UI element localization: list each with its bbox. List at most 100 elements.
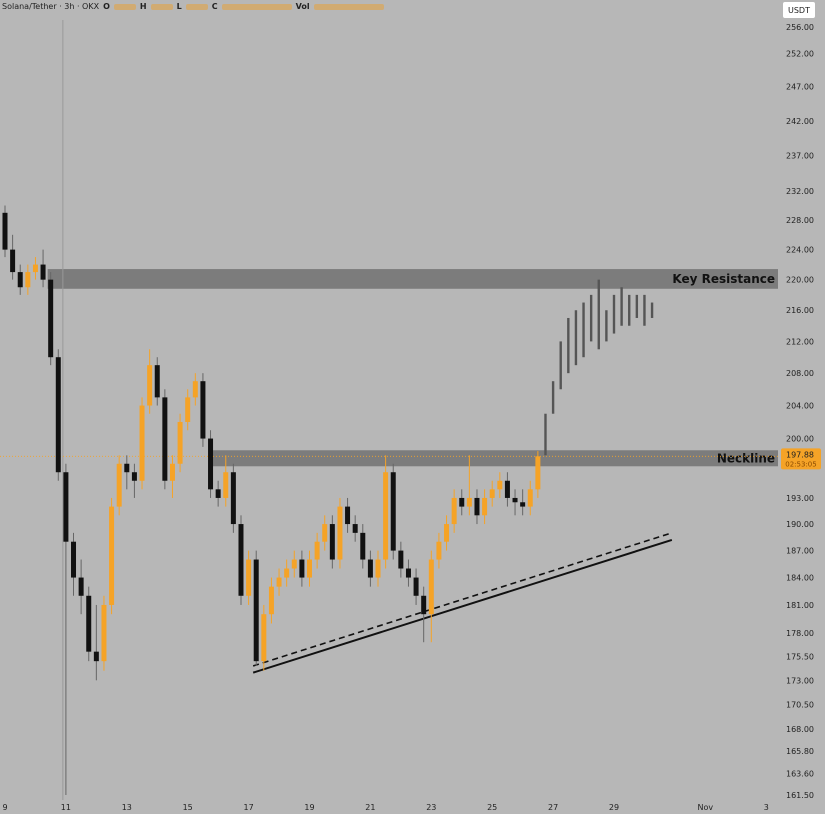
y-tick-label: 256.00	[786, 23, 814, 32]
candle-body	[314, 541, 320, 560]
candle-body	[284, 568, 290, 578]
y-tick-label: 204.00	[786, 402, 814, 411]
candle-body	[345, 506, 351, 525]
candle-body	[535, 456, 541, 490]
candle-body	[55, 357, 61, 473]
high-value	[150, 3, 173, 10]
candle-body	[261, 614, 267, 662]
projection-bar	[650, 302, 654, 318]
y-tick-label: 190.00	[786, 520, 814, 529]
y-tick-label: 165.80	[786, 747, 814, 756]
candle-body	[307, 559, 312, 578]
projection-bar	[574, 310, 578, 366]
x-tick-label: 15	[183, 803, 193, 812]
close-label: C	[211, 2, 218, 11]
y-tick-label: 161.50	[786, 791, 814, 800]
projection-bar	[597, 279, 600, 350]
y-tick-label: 184.00	[786, 574, 814, 583]
currency-badge	[783, 2, 815, 18]
x-tick-label: 13	[122, 803, 132, 812]
candle-body	[520, 502, 526, 507]
y-tick-label: 170.50	[786, 701, 814, 710]
y-tick-label: 228.00	[786, 216, 814, 225]
y-tick-label: 173.00	[786, 676, 814, 685]
candle-body	[352, 524, 358, 533]
y-tick-label: 224.00	[786, 246, 814, 255]
candle-body	[223, 472, 229, 498]
low-value	[185, 3, 208, 10]
projection-bar	[551, 381, 555, 414]
x-tick-label: 21	[365, 803, 375, 812]
y-tick-label: 247.00	[786, 83, 814, 92]
candle-body	[139, 405, 145, 481]
projection-bar	[567, 317, 570, 374]
candle-body	[527, 489, 533, 507]
y-tick-label: 232.00	[786, 187, 814, 196]
low-label: L	[176, 2, 182, 11]
y-tick-label: 252.00	[786, 49, 814, 58]
candle-body	[291, 559, 297, 569]
candle-body	[40, 264, 46, 280]
candle-body	[147, 365, 153, 406]
candle-body	[10, 249, 16, 273]
candle-body	[329, 524, 335, 560]
candle-body	[71, 541, 77, 578]
zone-label: Key Resistance	[672, 272, 775, 286]
candle-body	[360, 532, 366, 560]
candle-body	[238, 524, 244, 596]
x-tick-label: 19	[304, 803, 314, 812]
x-tick-label: 3	[764, 803, 769, 812]
zone-band	[209, 450, 778, 467]
candle-body	[436, 541, 442, 560]
candle-body	[131, 472, 137, 481]
candle-body	[86, 595, 92, 652]
projection-bar	[620, 287, 623, 326]
close-value	[221, 3, 292, 10]
candle-body	[101, 604, 107, 662]
x-tick-label: 25	[487, 803, 497, 812]
open-label: O	[103, 2, 110, 11]
x-tick-label: 23	[426, 803, 436, 812]
candle-body	[466, 497, 472, 507]
y-tick-label: 187.00	[786, 547, 814, 556]
x-tick-label: Nov	[698, 803, 714, 812]
projection-bar	[612, 294, 616, 334]
candle-body	[116, 463, 122, 507]
candle-body	[208, 438, 214, 490]
candle-body	[322, 524, 328, 542]
y-tick-label: 208.00	[786, 369, 814, 378]
y-tick-label: 237.00	[786, 152, 814, 161]
candle-body	[375, 559, 381, 578]
y-tick-label: 220.00	[786, 276, 814, 285]
y-tick-label: 178.00	[786, 629, 814, 638]
y-tick-label: 175.50	[786, 652, 814, 661]
candle-body	[405, 568, 411, 578]
candle-body	[474, 497, 480, 516]
candle-body	[200, 381, 206, 439]
open-value	[113, 3, 136, 10]
candle-body	[383, 472, 389, 560]
symbol-label: Solana/Tether · 3h · OKX	[2, 2, 100, 11]
candle-body	[78, 577, 84, 596]
candle-body	[2, 212, 8, 250]
volume-label: Vol	[295, 2, 310, 11]
trendline-solid	[252, 538, 673, 674]
candle-body	[230, 472, 236, 525]
projection-bar	[544, 413, 547, 456]
candle-body	[428, 559, 434, 615]
zone-band	[47, 269, 778, 289]
candle-body	[398, 550, 404, 569]
candle-body	[421, 595, 427, 615]
candle-body	[246, 559, 252, 596]
candle-body	[268, 586, 274, 615]
projection-bar	[559, 341, 562, 390]
x-tick-label: 9	[2, 803, 7, 812]
countdown-label: 02:53:05	[785, 460, 816, 468]
candle-body	[337, 506, 343, 560]
candle-body	[367, 559, 373, 578]
projection-bar	[582, 302, 585, 358]
candle-body	[489, 489, 495, 498]
y-tick-label: 200.00	[786, 435, 814, 444]
candle-body	[459, 497, 465, 507]
